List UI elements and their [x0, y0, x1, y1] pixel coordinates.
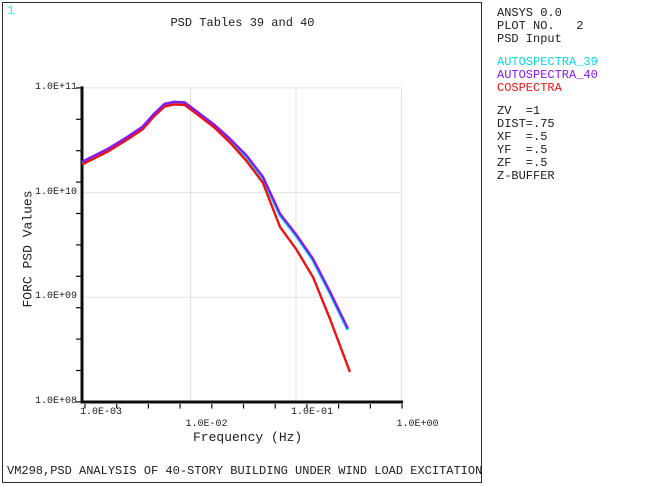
- panel-info-line: PSD Input: [497, 32, 562, 46]
- y-tick-label: 1.0E+11: [34, 81, 77, 93]
- analysis-caption: VM298,PSD ANALYSIS OF 40-STORY BUILDING …: [7, 464, 483, 478]
- panel-info-line: PLOT NO. 2: [497, 19, 584, 33]
- panel-view-setting: Z-BUFFER: [497, 169, 555, 183]
- y-tick-label: 1.0E+09: [34, 291, 77, 303]
- x-tick-label: 1.0E-03: [80, 407, 123, 418]
- x-axis-title: Frequency (Hz): [193, 430, 303, 445]
- panel-info-line: ANSYS 0.0: [497, 6, 562, 20]
- y-axis-title: FORC PSD Values: [20, 190, 36, 308]
- curve-autospectra-40: [81, 100, 349, 330]
- x-tick-label: 1.0E+00: [396, 419, 439, 430]
- panel-view-setting: XF =.5: [497, 130, 548, 144]
- legend-entry: COSPECTRA: [497, 81, 562, 95]
- legend-entry: AUTOSPECTRA_40: [497, 68, 598, 82]
- panel-view-setting: ZF =.5: [497, 156, 548, 170]
- y-tick-label: 1.0E+10: [34, 186, 77, 198]
- curve-cospectra: [81, 103, 352, 373]
- x-tick-label: 1.0E-02: [185, 419, 228, 430]
- legend-entry: AUTOSPECTRA_39: [497, 55, 598, 69]
- panel-view-setting: ZV =1: [497, 104, 541, 118]
- panel-view-setting: YF =.5: [497, 143, 548, 157]
- plot-window-number: 1: [7, 3, 15, 18]
- x-tick-label: 1.0E-01: [291, 407, 334, 418]
- panel-view-setting: DIST=.75: [497, 117, 555, 131]
- y-tick-label: 1.0E+08: [34, 396, 77, 407]
- chart-title: PSD Tables 39 and 40: [170, 16, 315, 30]
- curve-autospectra-39: [81, 101, 350, 331]
